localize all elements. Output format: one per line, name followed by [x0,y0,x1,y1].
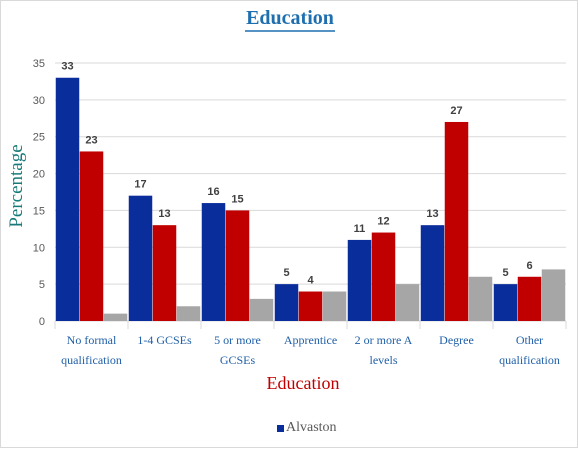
data-label: 33 [61,61,73,73]
bar [322,291,347,321]
x-tick-label: 2 or more A [355,333,413,347]
y-axis-ticks: 0 5 10 15 20 25 30 35 [33,58,45,328]
data-label: 4 [307,275,314,287]
bar [517,276,542,321]
bar [128,195,153,321]
bar [347,239,372,321]
bar [298,291,323,321]
y-tick-label: 0 [39,316,45,328]
data-label: 17 [134,179,146,191]
data-label: 5 [502,267,508,279]
y-tick-label: 5 [39,279,45,291]
x-tick-label: Degree [439,333,474,347]
data-label: 6 [526,260,532,272]
chart-title: Education [246,7,334,29]
x-tick-label: qualification [499,353,560,367]
bars [55,77,566,321]
y-tick-label: 10 [33,242,45,254]
x-tick-label: qualification [61,353,122,367]
x-tick-label: 5 or more [214,333,261,347]
data-label: 13 [426,208,438,220]
bar [274,284,299,321]
data-label: 15 [231,193,243,205]
x-tick-label: Other [516,333,543,347]
y-axis-label: Percentage [6,144,27,227]
bar [371,232,396,321]
y-tick-label: 35 [33,58,45,70]
bar [541,269,566,321]
data-label: 13 [158,208,170,220]
data-label: 5 [283,267,289,279]
legend-swatch [277,425,284,432]
y-tick-label: 25 [33,132,45,144]
x-tick-label: Apprentice [284,333,337,347]
legend: Alvaston [277,420,337,435]
x-tick-label: levels [370,353,398,367]
bar [249,298,274,321]
y-tick-label: 30 [33,95,45,107]
bar [225,210,250,321]
data-label: 27 [450,105,462,117]
bar [79,151,104,321]
x-tick-label: 1-4 GCSEs [137,333,192,347]
bar [395,284,420,321]
x-axis-ticks: No formal qualification 1-4 GCSEs 5 or more… [61,333,560,367]
bar [176,306,201,321]
legend-label: Alvaston [286,420,337,435]
y-tick-label: 20 [33,169,45,181]
bar [55,77,80,321]
bar [444,121,469,321]
data-label: 16 [207,186,219,198]
x-tick-label: GCSEs [220,353,256,367]
bar [152,225,177,321]
bar [468,276,493,321]
bar [201,203,226,321]
x-tick-label: No formal [67,333,117,347]
bar [493,284,518,321]
bar [420,225,445,321]
bar [103,313,128,321]
data-labels: 33 23 17 13 16 15 5 4 11 12 13 27 5 6 [61,61,532,287]
data-label: 11 [354,223,366,235]
y-tick-label: 15 [33,205,45,217]
x-axis-label: Education [267,373,340,393]
data-label: 23 [85,134,97,146]
data-label: 12 [377,216,389,228]
